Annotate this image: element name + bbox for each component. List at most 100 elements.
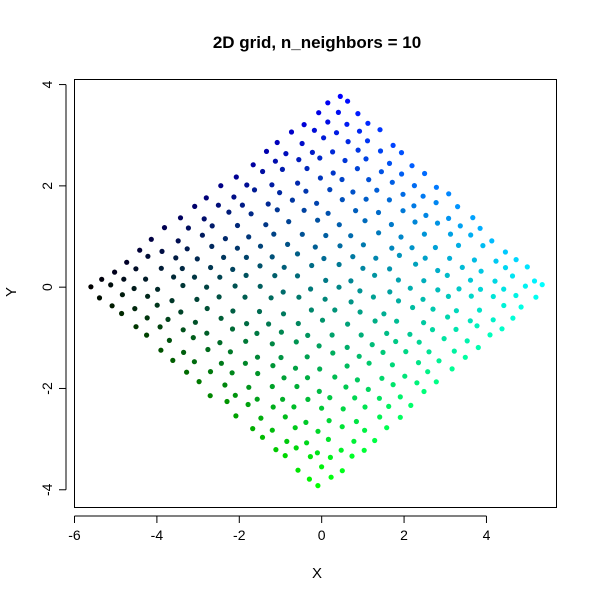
data-point: [308, 286, 314, 292]
data-point: [255, 370, 261, 377]
data-point: [309, 262, 315, 269]
data-point: [278, 329, 284, 335]
data-point: [422, 170, 428, 177]
data-point: [402, 373, 408, 379]
data-point: [471, 257, 477, 263]
data-point: [348, 233, 354, 239]
data-point: [369, 342, 375, 348]
data-point: [357, 309, 363, 315]
data-point: [321, 255, 327, 262]
data-point: [305, 332, 311, 338]
data-point: [351, 438, 357, 444]
data-point: [233, 413, 239, 419]
data-point: [407, 285, 413, 291]
data-point: [502, 265, 509, 271]
data-point: [492, 278, 498, 284]
data-point: [226, 209, 232, 215]
data-point: [308, 307, 314, 313]
data-point: [245, 401, 251, 408]
data-point: [293, 445, 299, 451]
data-point: [144, 315, 150, 321]
data-point: [96, 295, 103, 301]
data-point: [366, 177, 372, 183]
data-point: [305, 396, 311, 402]
data-point: [254, 354, 261, 360]
data-point: [303, 419, 309, 425]
data-point: [234, 222, 241, 229]
data-point: [203, 195, 209, 201]
data-point: [430, 306, 436, 312]
data-point: [360, 265, 366, 271]
data-point: [221, 254, 227, 260]
data-point: [274, 139, 280, 146]
data-point: [330, 350, 336, 356]
data-point: [358, 332, 364, 338]
data-point: [322, 296, 328, 302]
data-point: [258, 415, 264, 421]
data-point: [372, 318, 378, 324]
data-point: [490, 293, 496, 300]
data-point: [509, 273, 516, 279]
data-point: [184, 369, 190, 375]
data-point: [501, 286, 507, 292]
data-point: [501, 302, 507, 309]
data-point: [250, 162, 256, 168]
data-point: [393, 338, 399, 345]
data-point: [354, 166, 360, 172]
data-point: [403, 349, 409, 355]
data-point: [348, 278, 354, 284]
data-point: [366, 360, 372, 366]
data-point: [288, 129, 295, 135]
data-point: [453, 308, 459, 314]
data-point: [384, 330, 390, 336]
data-point: [244, 182, 250, 188]
data-point: [352, 395, 358, 401]
data-point: [446, 215, 452, 221]
data-point: [330, 170, 336, 176]
data-point: [354, 377, 360, 383]
data-point: [333, 130, 340, 136]
data-point: [420, 296, 426, 302]
data-point: [218, 360, 224, 366]
data-point: [323, 277, 329, 283]
data-point: [459, 264, 465, 270]
data-point: [269, 427, 275, 433]
data-point: [470, 215, 476, 221]
data-point: [229, 370, 235, 376]
data-point: [377, 414, 383, 420]
data-point: [166, 337, 172, 343]
data-point: [325, 210, 331, 216]
data-point: [296, 294, 302, 300]
data-point: [296, 157, 302, 163]
data-point: [209, 243, 215, 249]
data-point: [513, 292, 519, 299]
data-point: [207, 393, 213, 399]
data-point: [361, 447, 367, 453]
data-point: [284, 438, 290, 444]
data-point: [378, 169, 384, 175]
data-point: [286, 219, 292, 225]
data-point: [121, 276, 127, 282]
data-point: [171, 274, 177, 280]
data-point: [362, 218, 368, 224]
data-point: [109, 303, 115, 309]
data-point: [269, 383, 275, 390]
data-point: [355, 111, 361, 117]
data-point: [362, 404, 368, 410]
data-point: [270, 363, 276, 369]
data-point: [355, 147, 361, 153]
y-axis: -4 -2 0 2 4: [39, 80, 67, 496]
data-point: [353, 208, 359, 214]
data-point: [412, 219, 418, 225]
data-point: [204, 284, 210, 290]
data-point: [363, 196, 369, 202]
data-point: [251, 187, 258, 193]
data-point: [132, 306, 138, 312]
data-point: [365, 386, 371, 392]
data-point: [344, 344, 350, 350]
data-point: [137, 247, 143, 253]
data-point: [345, 98, 351, 104]
data-point: [112, 269, 118, 275]
data-point: [400, 208, 406, 214]
